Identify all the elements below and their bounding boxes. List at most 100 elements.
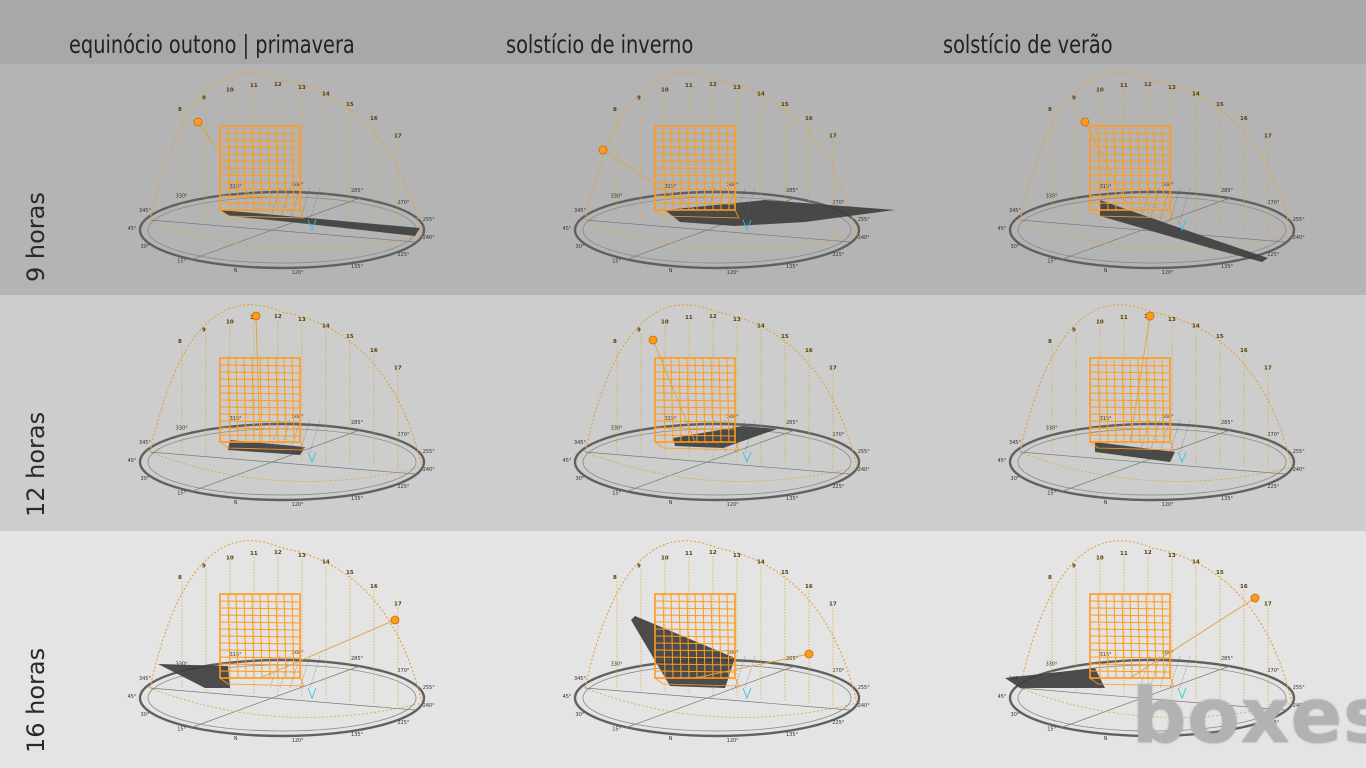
building-mullion: [259, 357, 263, 443]
building-floor: [219, 642, 301, 645]
row-9h: [0, 64, 1366, 295]
sun-ray: [652, 339, 696, 443]
sun-path-arc: [584, 72, 858, 236]
compass-label: 300°: [727, 650, 740, 656]
compass-label: 240°: [423, 467, 436, 473]
compass-label: 285°: [351, 188, 364, 194]
compass-label: 270°: [1267, 668, 1280, 674]
compass-label: 315°: [230, 652, 243, 658]
compass-label: 285°: [786, 656, 799, 662]
hour-label: 13: [1168, 85, 1176, 91]
sun-path-arc: [149, 72, 423, 236]
compass-label: 300°: [292, 414, 305, 420]
building-floor: [654, 600, 736, 603]
building-floor: [219, 635, 301, 638]
hour-label: 12: [709, 314, 717, 320]
hour-label: 17: [1264, 602, 1272, 608]
hour-label: 15: [1216, 102, 1224, 108]
compass-label: N: [1104, 736, 1108, 742]
building-mullion: [726, 593, 730, 679]
sun-path-arc: [149, 540, 423, 704]
compass-label: 225°: [832, 484, 845, 490]
compass-label: 255°: [858, 217, 871, 223]
building-floor: [1089, 614, 1171, 617]
sun-ray: [694, 653, 810, 679]
compass-label: 135°: [786, 732, 799, 738]
compass-label: 135°: [1221, 264, 1234, 270]
compass-ring: [573, 190, 861, 270]
building-base: [218, 677, 305, 687]
building-mullion: [259, 125, 263, 211]
sun-path-base: [584, 219, 858, 250]
compass-label: 240°: [1293, 467, 1306, 473]
building-floor: [219, 139, 301, 142]
sun-path-diagram: N15°30°45°345°330°315°300°285°270°255°24…: [563, 72, 895, 276]
compass-axis: [1019, 687, 1286, 711]
building-shadow: [228, 440, 305, 455]
building-mullion: [726, 357, 730, 443]
north-arrow: [742, 219, 752, 232]
building-floor: [1089, 371, 1171, 374]
hour-label: 9: [1072, 563, 1076, 569]
hour-label: 9: [202, 563, 206, 569]
building-floor: [219, 174, 301, 177]
hour-label: 14: [757, 92, 765, 98]
compass-label: 30°: [141, 244, 150, 250]
compass-label: 45°: [563, 458, 572, 464]
compass-label: 240°: [858, 703, 871, 709]
compass-label: 240°: [858, 467, 871, 473]
building-mullion: [1161, 593, 1165, 679]
building-floor: [219, 663, 301, 666]
hour-label: 12: [709, 550, 717, 556]
compass-axis: [149, 451, 416, 475]
sun-path-diagram: N15°30°45°345°330°315°300°285°270°255°24…: [563, 540, 870, 744]
building-floor: [219, 392, 301, 395]
compass-ring: [573, 422, 861, 502]
compass-label: 315°: [665, 184, 678, 190]
sun-path-diagram: N15°30°45°345°330°315°300°285°270°255°24…: [998, 72, 1305, 276]
compass-label: N: [234, 268, 238, 274]
building-mullion: [718, 593, 722, 679]
hour-label: 16: [370, 116, 378, 122]
hour-label: 13: [298, 553, 306, 559]
building-floor: [1089, 202, 1171, 205]
compass-label: 255°: [858, 449, 871, 455]
hour-label: 12: [274, 314, 282, 320]
compass-label: 300°: [727, 414, 740, 420]
compass-axis: [189, 197, 361, 261]
building-floor: [219, 406, 301, 409]
compass-label: 135°: [351, 732, 364, 738]
compass-axis: [189, 665, 361, 729]
hour-label: 13: [1168, 553, 1176, 559]
hour-label: 11: [250, 551, 258, 557]
sun-path-base: [1019, 219, 1293, 250]
building-mullion: [702, 357, 706, 443]
building-wireframe: [218, 125, 305, 219]
building-mullion: [1161, 125, 1165, 211]
building-floor: [654, 670, 736, 673]
ground-grid: [734, 419, 746, 453]
compass-axis: [1059, 429, 1231, 493]
compass-label: 225°: [832, 720, 845, 726]
building-floor: [654, 635, 736, 638]
hour-label: 16: [1240, 348, 1248, 354]
compass-label: 135°: [1221, 496, 1234, 502]
building-floor: [1089, 188, 1171, 191]
sun-path-base: [584, 687, 858, 718]
building-floor: [654, 195, 736, 198]
ground-grid: [744, 655, 756, 689]
compass-label: 285°: [1221, 420, 1234, 426]
compass-label: 255°: [1293, 217, 1306, 223]
hour-label: 16: [370, 348, 378, 354]
compass-label: 270°: [832, 200, 845, 206]
compass-label: 270°: [397, 432, 410, 438]
building-floor: [219, 649, 301, 652]
hour-label: 16: [370, 584, 378, 590]
hour-label: 16: [805, 584, 813, 590]
compass-label: 285°: [786, 188, 799, 194]
building-floor: [1089, 656, 1171, 659]
hour-label: 8: [178, 339, 182, 345]
hour-label: 8: [178, 575, 182, 581]
building-floor: [219, 132, 301, 135]
building-floor: [1089, 195, 1171, 198]
